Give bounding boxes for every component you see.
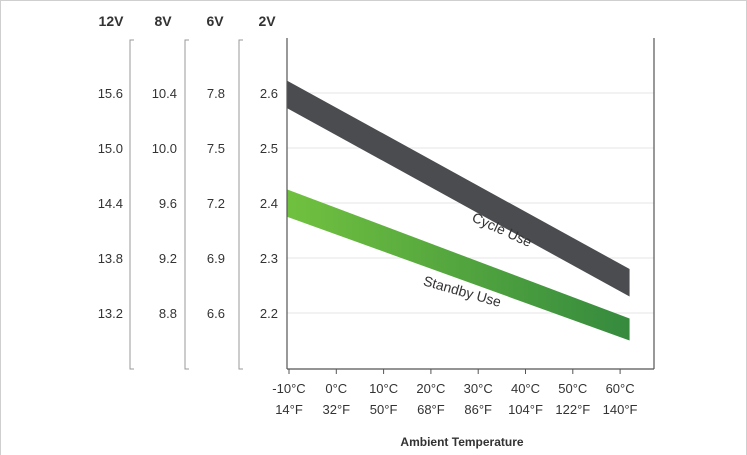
x-tick-label-fahrenheit: 50°F	[370, 402, 398, 417]
axes	[286, 38, 655, 370]
y-tick-label: 13.8	[98, 251, 123, 266]
y-tick-label: 2.6	[260, 86, 278, 101]
x-tick-label-fahrenheit: 140°F	[603, 402, 638, 417]
x-tick-label-fahrenheit: 14°F	[275, 402, 303, 417]
x-tick-label-celsius: 20°C	[416, 381, 445, 396]
y-tick-label: 2.5	[260, 141, 278, 156]
y-tick-label: 7.8	[207, 86, 225, 101]
x-tick-label-fahrenheit: 32°F	[322, 402, 350, 417]
y-tick-label: 6.6	[207, 306, 225, 321]
y-tick-label: 15.6	[98, 86, 123, 101]
y-tick-label: 2.3	[260, 251, 278, 266]
y-axis-bracket	[184, 39, 189, 370]
x-tick-label-celsius: 60°C	[606, 381, 635, 396]
y-axis-header-6v: 6V	[206, 13, 224, 29]
x-axis-title: Ambient Temperature	[400, 435, 523, 449]
y-tick-label: 8.8	[159, 306, 177, 321]
y-tick-label: 6.9	[207, 251, 225, 266]
y-tick-label: 2.4	[260, 196, 278, 211]
y-axis-bracket	[129, 39, 134, 370]
y-axis-bracket	[238, 39, 243, 370]
x-tick-label-celsius: 0°C	[325, 381, 347, 396]
x-axis-ticks: -10°C 14°F 0°C 32°F 10°C 50°F 20°C 68°F 30°C 86°F…	[272, 369, 638, 417]
x-tick-label-fahrenheit: 104°F	[508, 402, 543, 417]
x-tick-label-celsius: 50°C	[558, 381, 587, 396]
grid-lines	[287, 92, 654, 314]
x-tick-label-fahrenheit: 86°F	[464, 402, 492, 417]
x-tick-label-fahrenheit: 68°F	[417, 402, 445, 417]
y-tick-label: 10.4	[152, 86, 177, 101]
y-tick-label: 7.5	[207, 141, 225, 156]
bands	[287, 80, 630, 341]
y-tick-label: 10.0	[152, 141, 177, 156]
y-tick-label: 9.2	[159, 251, 177, 266]
y-axis-header-2v: 2V	[258, 13, 276, 29]
x-tick-label-fahrenheit: 122°F	[555, 402, 590, 417]
y-tick-label: 13.2	[98, 306, 123, 321]
y-axis-groups: 12V 15.6 15.0 14.4 13.8 13.2 8V 10.4 10.0 9.6 9.2 8…	[98, 13, 278, 370]
y-tick-label: 7.2	[207, 196, 225, 211]
standby-use-band	[287, 189, 630, 341]
y-axis-header-8v: 8V	[154, 13, 172, 29]
x-tick-label-celsius: 10°C	[369, 381, 398, 396]
y-tick-label: 2.2	[260, 306, 278, 321]
y-axis-bracket	[238, 39, 243, 370]
x-tick-label-celsius: -10°C	[272, 381, 305, 396]
x-tick-label-celsius: 30°C	[464, 381, 493, 396]
y-axis-header-12v: 12V	[99, 13, 125, 29]
y-tick-label: 14.4	[98, 196, 123, 211]
y-tick-label: 9.6	[159, 196, 177, 211]
cycle-use-band	[287, 80, 630, 297]
y-tick-label: 15.0	[98, 141, 123, 156]
x-tick-label-celsius: 40°C	[511, 381, 540, 396]
